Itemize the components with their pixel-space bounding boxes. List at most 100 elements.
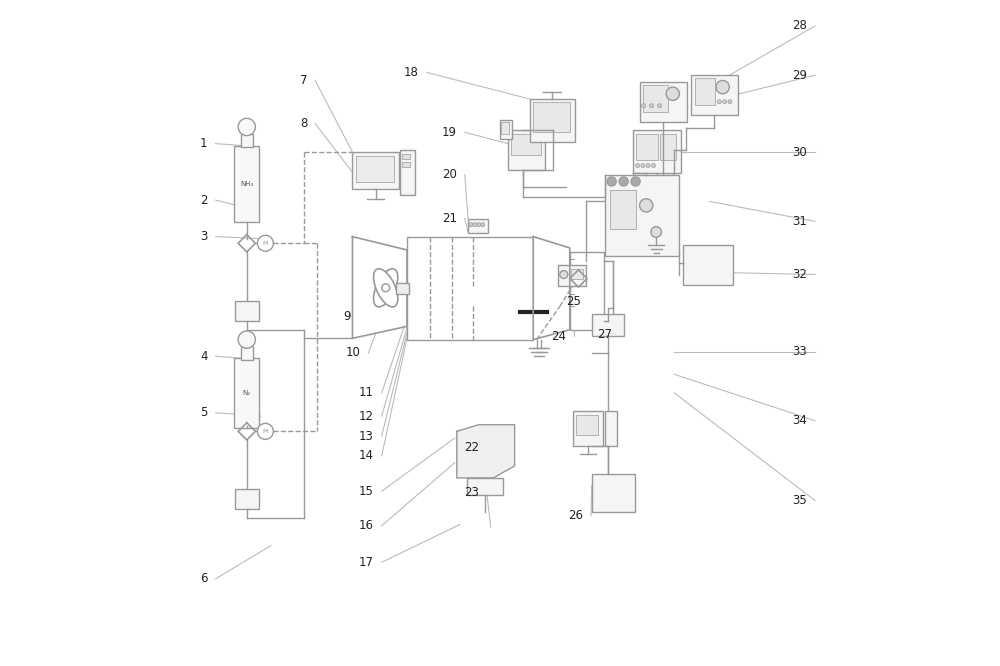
Text: 28: 28	[792, 19, 807, 33]
Text: 12: 12	[359, 410, 374, 422]
Bar	[235, 490, 259, 509]
Circle shape	[658, 104, 662, 108]
Text: 4: 4	[200, 350, 208, 363]
Text: 11: 11	[359, 386, 374, 400]
Text: 10: 10	[346, 346, 360, 360]
Text: M: M	[263, 429, 268, 434]
Text: 9: 9	[343, 310, 350, 323]
Circle shape	[717, 100, 721, 104]
Bar	[695, 79, 715, 105]
Bar	[570, 252, 604, 330]
Bar	[660, 134, 676, 161]
Bar	[605, 174, 679, 256]
Bar	[241, 346, 253, 360]
Circle shape	[641, 164, 645, 168]
Text: 35: 35	[792, 494, 807, 507]
Bar	[533, 103, 570, 133]
Text: 14: 14	[359, 450, 374, 462]
Text: 20: 20	[442, 168, 457, 181]
Text: 13: 13	[359, 430, 374, 442]
Bar	[402, 154, 410, 159]
Circle shape	[642, 104, 646, 108]
Text: 7: 7	[300, 74, 307, 87]
Ellipse shape	[374, 268, 398, 307]
Text: 18: 18	[404, 66, 419, 79]
Bar	[640, 82, 687, 122]
Circle shape	[481, 222, 485, 226]
Bar	[558, 265, 586, 286]
Bar	[501, 122, 509, 134]
Circle shape	[607, 176, 616, 186]
Bar	[633, 131, 681, 174]
Bar	[573, 412, 603, 446]
Circle shape	[473, 222, 477, 226]
Circle shape	[560, 270, 568, 278]
Bar	[683, 245, 733, 285]
Bar	[508, 131, 545, 170]
Text: 30: 30	[792, 146, 807, 159]
Circle shape	[716, 81, 729, 94]
Bar	[234, 146, 259, 222]
Ellipse shape	[374, 268, 398, 307]
Text: 27: 27	[597, 328, 612, 341]
Circle shape	[469, 222, 473, 226]
Bar	[636, 134, 658, 161]
Polygon shape	[457, 425, 515, 478]
Text: 15: 15	[359, 485, 374, 498]
Text: 17: 17	[359, 556, 374, 569]
Bar	[571, 269, 583, 279]
Circle shape	[619, 176, 628, 186]
Circle shape	[723, 100, 727, 104]
Text: NH₃: NH₃	[240, 180, 253, 186]
Text: 29: 29	[792, 69, 807, 82]
Bar	[605, 412, 617, 446]
Text: 33: 33	[792, 345, 807, 358]
Text: 8: 8	[300, 117, 307, 130]
Circle shape	[382, 284, 390, 292]
Text: 24: 24	[551, 330, 566, 343]
Bar	[643, 85, 668, 112]
Text: 16: 16	[359, 519, 374, 532]
Bar	[468, 218, 488, 233]
Bar	[610, 190, 636, 228]
Circle shape	[477, 222, 481, 226]
Circle shape	[666, 87, 679, 101]
Circle shape	[238, 331, 255, 348]
Bar	[400, 151, 415, 195]
Circle shape	[631, 176, 640, 186]
Bar	[402, 162, 410, 167]
Text: 19: 19	[442, 126, 457, 139]
Bar	[511, 134, 541, 155]
Bar	[576, 415, 598, 435]
Circle shape	[651, 226, 662, 237]
Circle shape	[646, 164, 650, 168]
Circle shape	[640, 198, 653, 212]
Circle shape	[650, 104, 654, 108]
Bar	[356, 156, 394, 182]
Text: 21: 21	[442, 212, 457, 225]
Circle shape	[652, 164, 656, 168]
Bar	[691, 75, 738, 115]
Polygon shape	[352, 236, 407, 338]
Text: 25: 25	[566, 294, 581, 308]
Bar	[500, 121, 512, 139]
Circle shape	[728, 100, 732, 104]
Text: 3: 3	[200, 230, 208, 243]
Text: M: M	[263, 241, 268, 246]
Text: 1: 1	[200, 137, 208, 150]
Text: 23: 23	[464, 486, 479, 499]
Bar	[235, 301, 259, 321]
Bar	[407, 236, 533, 340]
Bar	[396, 283, 409, 294]
Bar	[241, 134, 253, 147]
Text: 2: 2	[200, 194, 208, 206]
Circle shape	[636, 164, 640, 168]
Bar	[592, 474, 635, 512]
Text: N₂: N₂	[243, 390, 251, 396]
Bar	[352, 153, 399, 188]
Circle shape	[238, 119, 255, 136]
Circle shape	[257, 235, 273, 251]
Text: 31: 31	[792, 215, 807, 228]
Text: 5: 5	[200, 406, 208, 420]
Bar	[592, 314, 624, 336]
